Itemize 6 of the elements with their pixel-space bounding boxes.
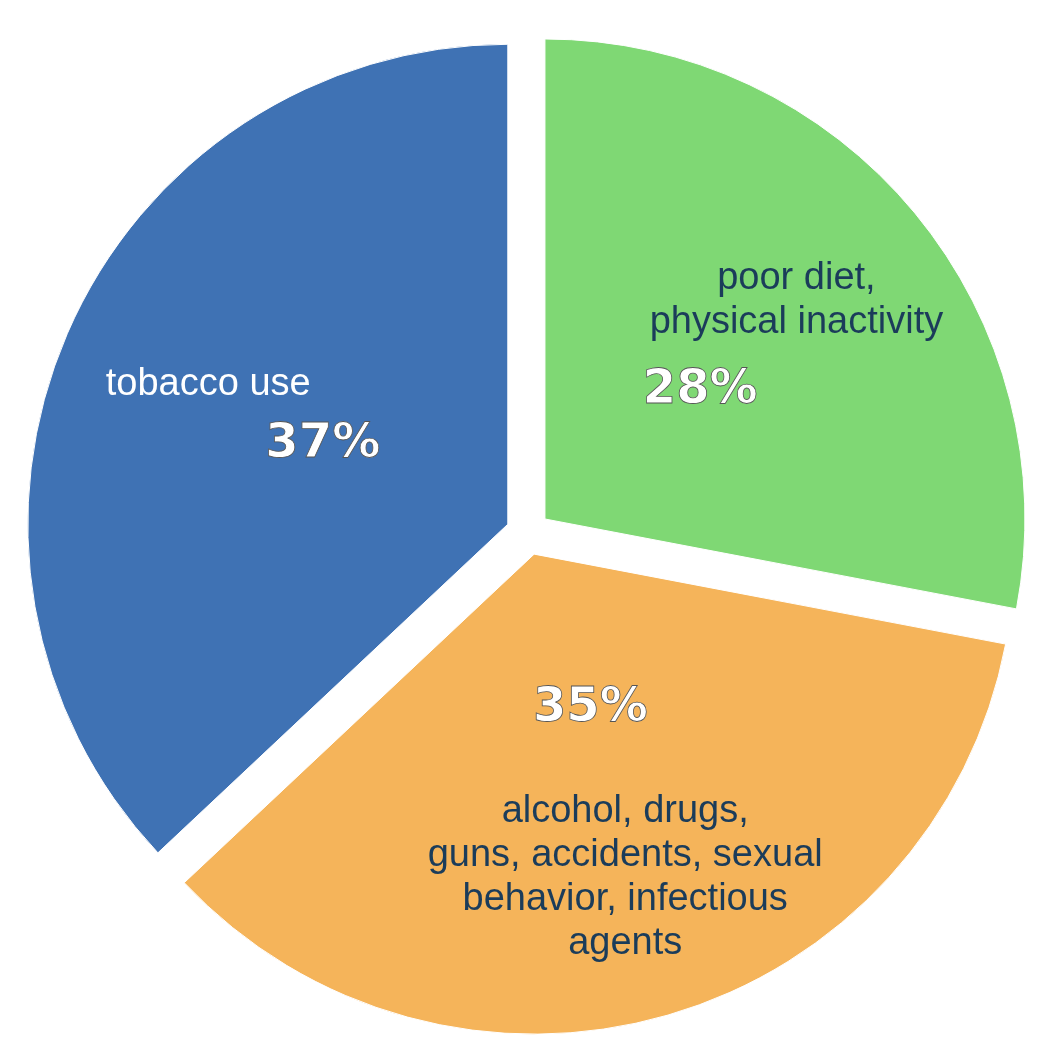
data-label: 35% [532, 675, 648, 732]
data-label: 37% [265, 412, 381, 469]
slice-label: tobacco use [105, 360, 311, 403]
slice-label: poor diet, physical inactivity [649, 254, 944, 341]
slice-label: alcohol, drugs, guns, accidents, sexual behavior, infectious agents [427, 787, 823, 962]
data-label: 28% [642, 358, 758, 415]
